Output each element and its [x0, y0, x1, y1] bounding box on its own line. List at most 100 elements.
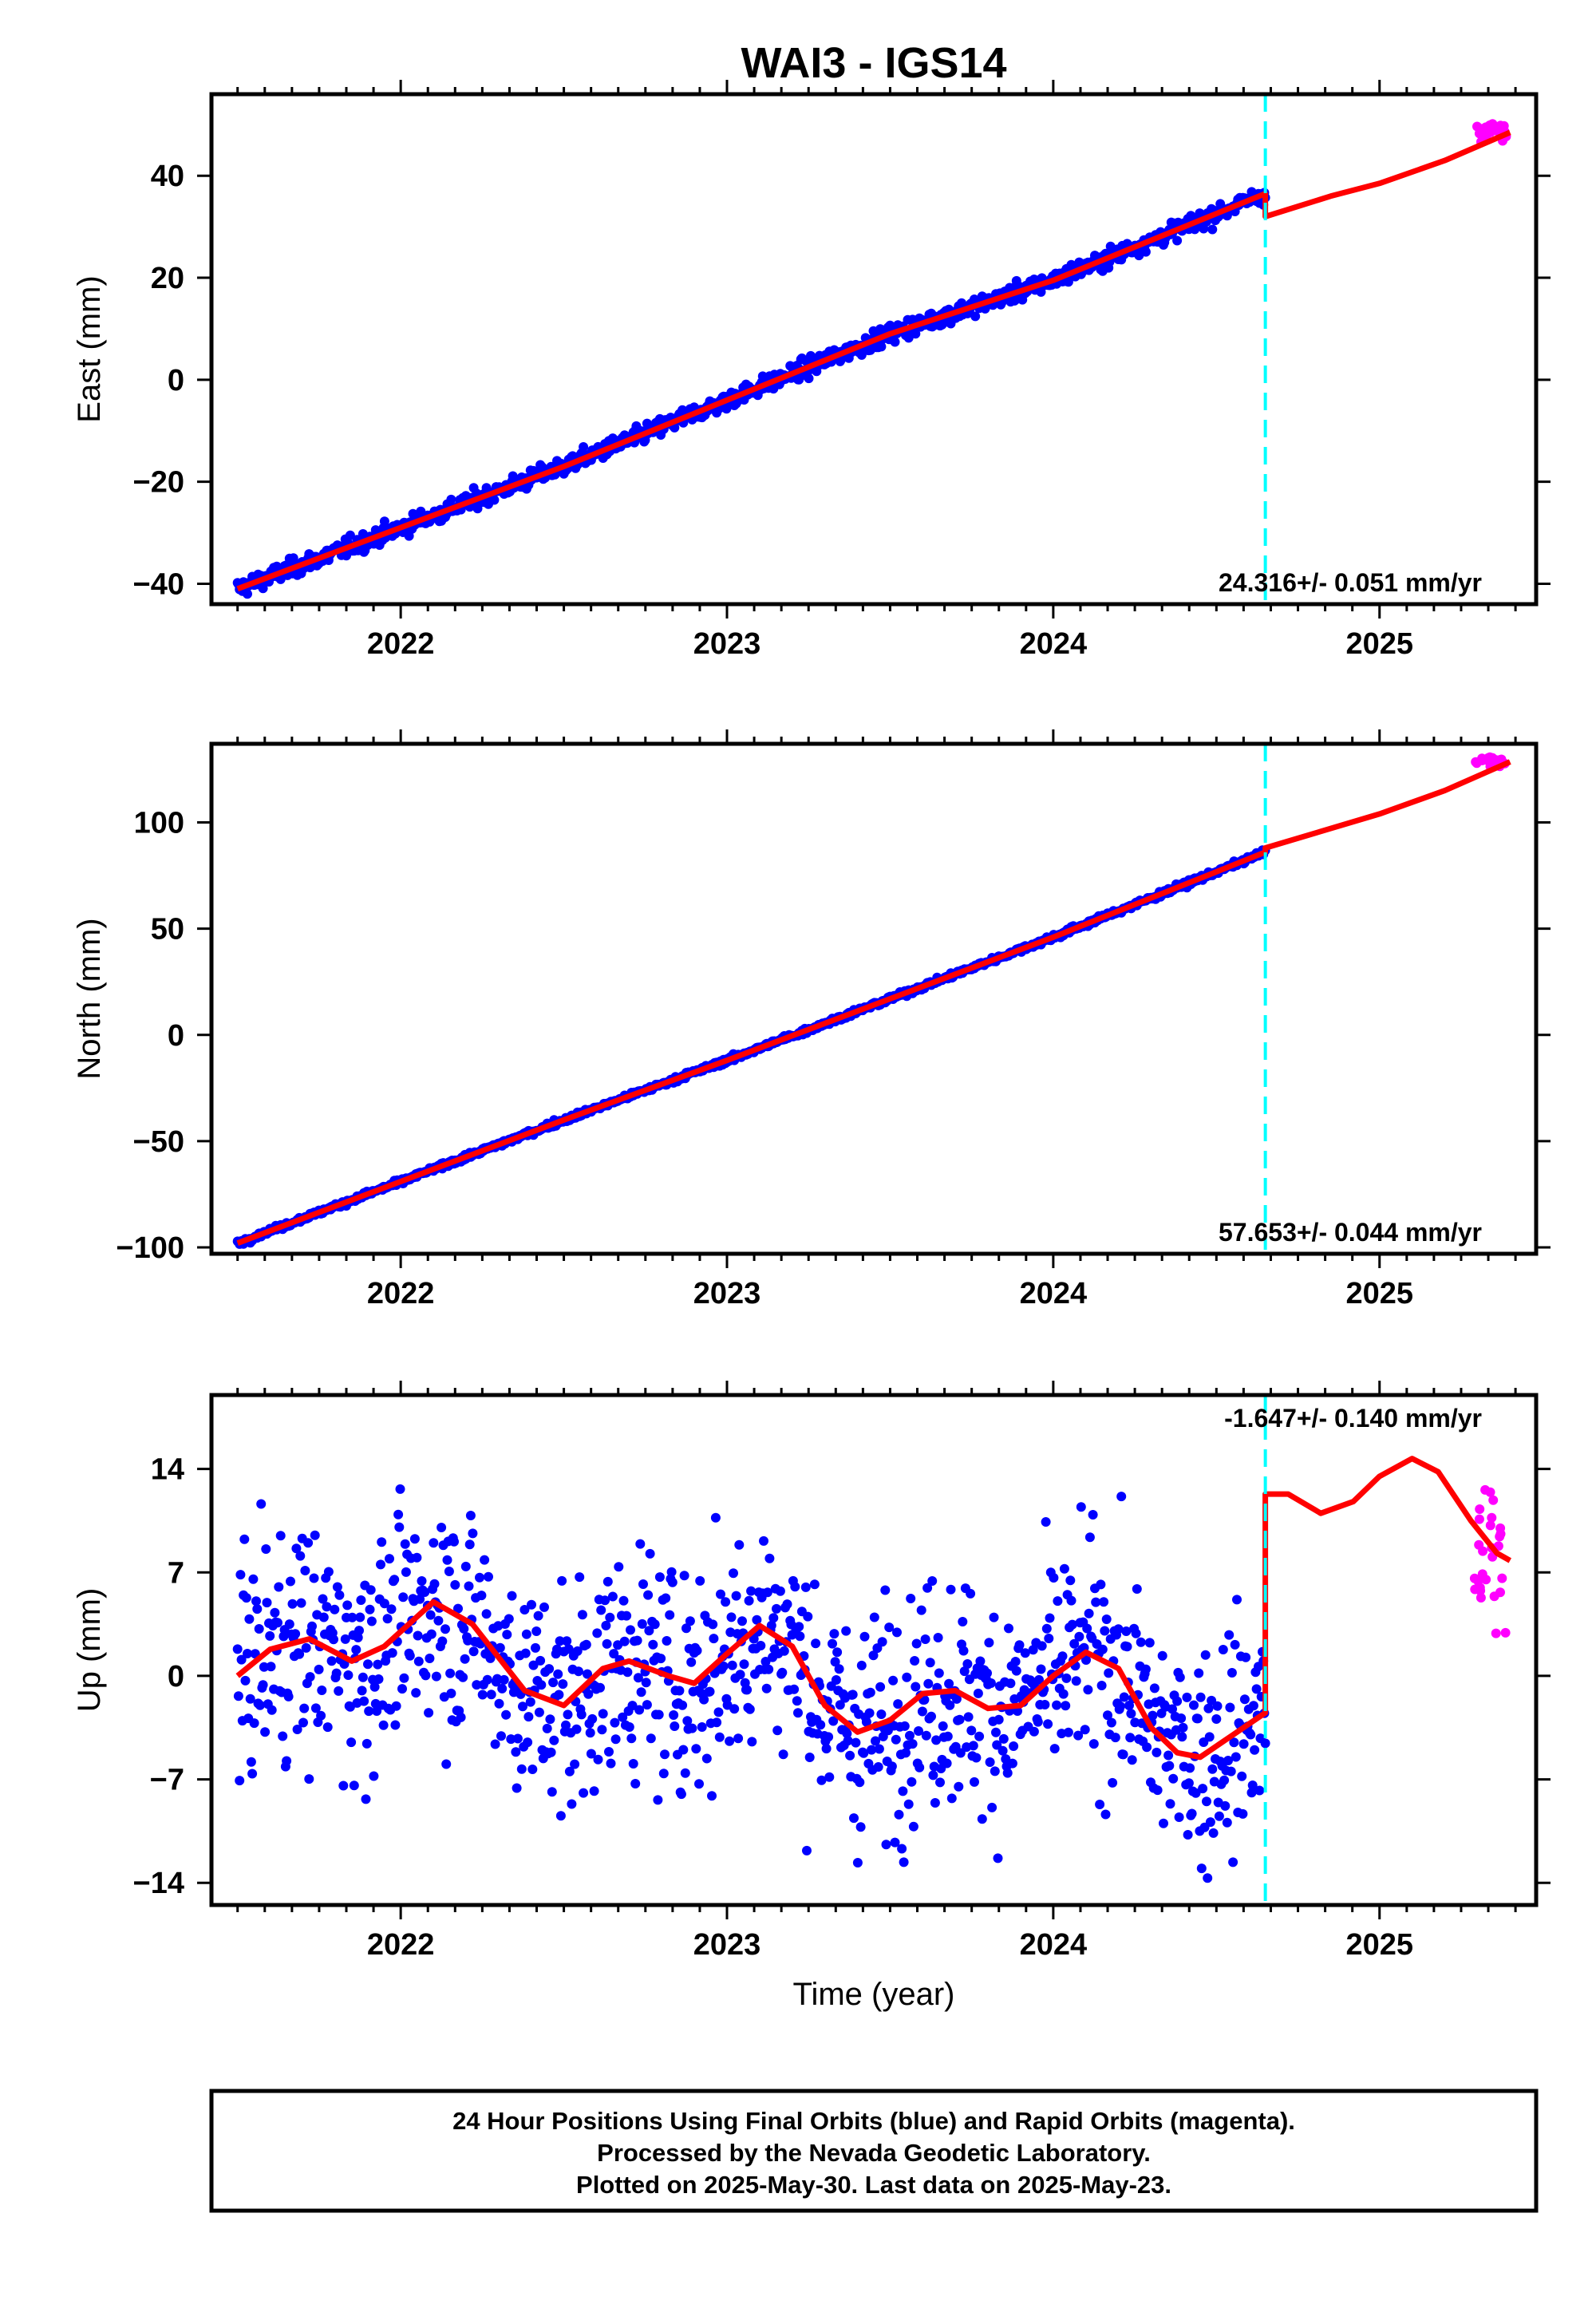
- final-point: [930, 1798, 940, 1808]
- final-point: [547, 1787, 557, 1797]
- final-point: [309, 1573, 319, 1583]
- final-point: [1097, 1644, 1108, 1654]
- footer-line-1: 24 Hour Positions Using Final Orbits (bl…: [452, 2107, 1295, 2135]
- final-point: [705, 1686, 715, 1697]
- final-point: [1005, 1678, 1016, 1689]
- final-point: [424, 1708, 434, 1718]
- final-point: [749, 1634, 759, 1644]
- final-point: [585, 1728, 595, 1738]
- final-point: [1239, 1694, 1250, 1705]
- final-point: [951, 1694, 962, 1704]
- final-point: [346, 1737, 357, 1748]
- final-point: [338, 1780, 349, 1791]
- y-tick-label: 50: [151, 913, 184, 947]
- final-point: [310, 1703, 321, 1713]
- final-point: [1043, 1719, 1053, 1729]
- final-point: [437, 1523, 447, 1532]
- final-point: [604, 1747, 614, 1757]
- final-point: [459, 1623, 469, 1634]
- final-point: [916, 1605, 926, 1615]
- final-point: [1041, 1517, 1051, 1527]
- final-point: [1198, 1784, 1208, 1794]
- final-point: [519, 1605, 530, 1614]
- final-point: [254, 1624, 264, 1634]
- final-point: [554, 1690, 564, 1700]
- final-point: [564, 1766, 575, 1777]
- final-point: [1084, 1608, 1094, 1618]
- final-point: [731, 1591, 741, 1601]
- final-point: [378, 1720, 389, 1730]
- final-point: [852, 1858, 863, 1867]
- final-point: [914, 1726, 923, 1736]
- final-point: [290, 1629, 301, 1639]
- y-tick-label: 0: [168, 364, 184, 397]
- final-point: [534, 1707, 544, 1717]
- chart-panel-3: 2022 2023 2024 2025 −14 −7 0 7 14 Up (mm) Time (ye…: [72, 1381, 1551, 2012]
- final-point: [1045, 1613, 1055, 1623]
- final-point: [583, 1689, 594, 1699]
- final-point: [859, 1748, 869, 1758]
- final-point: [249, 1718, 259, 1729]
- final-point: [354, 1626, 364, 1636]
- final-point: [654, 1709, 664, 1720]
- final-point: [400, 1539, 410, 1549]
- y-tick-label: 20: [151, 262, 184, 295]
- final-point: [670, 1721, 680, 1731]
- final-point: [1011, 1666, 1021, 1676]
- final-point: [971, 1753, 982, 1763]
- final-point: [446, 494, 456, 504]
- final-point: [674, 1686, 685, 1696]
- final-point: [622, 1667, 633, 1678]
- final-point: [1122, 1642, 1132, 1652]
- final-point: [721, 1597, 731, 1607]
- final-point: [345, 530, 355, 540]
- final-point: [243, 1649, 252, 1658]
- chart-panel-1: 2022 2023 2024 2025 −40 −20 0 20 40 East (mm) 24.3…: [72, 80, 1551, 661]
- plot-frame: [209, 1393, 1539, 1907]
- final-point: [1152, 1747, 1162, 1757]
- final-point: [685, 1616, 695, 1626]
- final-point: [1194, 1668, 1204, 1678]
- final-point: [1118, 1749, 1128, 1760]
- final-point: [267, 1705, 277, 1715]
- final-point: [239, 1534, 250, 1544]
- final-point: [922, 1583, 933, 1593]
- final-point: [1063, 1727, 1073, 1737]
- final-point: [303, 1538, 314, 1548]
- final-point: [1033, 1717, 1043, 1727]
- final-point: [968, 1741, 978, 1751]
- final-point: [714, 1732, 725, 1742]
- final-point: [782, 1599, 792, 1610]
- rapid-point: [1480, 124, 1491, 135]
- final-point: [800, 1582, 811, 1592]
- final-point: [314, 1664, 324, 1674]
- final-point: [512, 1733, 523, 1744]
- final-point: [261, 1544, 271, 1554]
- final-point: [531, 1626, 542, 1636]
- final-point: [394, 1522, 405, 1532]
- final-point: [287, 1599, 298, 1609]
- final-point: [258, 583, 268, 594]
- final-point: [283, 1691, 294, 1701]
- final-point: [1260, 1738, 1270, 1749]
- final-point: [518, 1701, 527, 1712]
- final-point: [945, 1700, 955, 1710]
- final-point: [301, 1642, 311, 1653]
- final-point: [1159, 1818, 1168, 1828]
- final-point: [1074, 1631, 1084, 1642]
- final-point: [637, 1618, 647, 1629]
- final-point: [1020, 1648, 1030, 1658]
- final-point: [411, 1688, 421, 1698]
- final-point: [1014, 1640, 1025, 1650]
- final-point: [563, 1644, 574, 1654]
- final-point: [305, 1672, 315, 1682]
- final-point: [366, 1616, 377, 1626]
- final-point: [973, 1688, 983, 1698]
- final-point: [987, 1802, 998, 1812]
- final-point: [323, 1567, 334, 1577]
- final-point: [681, 1623, 691, 1634]
- final-point: [258, 1680, 268, 1690]
- final-point: [365, 1604, 375, 1614]
- final-point: [642, 1700, 652, 1710]
